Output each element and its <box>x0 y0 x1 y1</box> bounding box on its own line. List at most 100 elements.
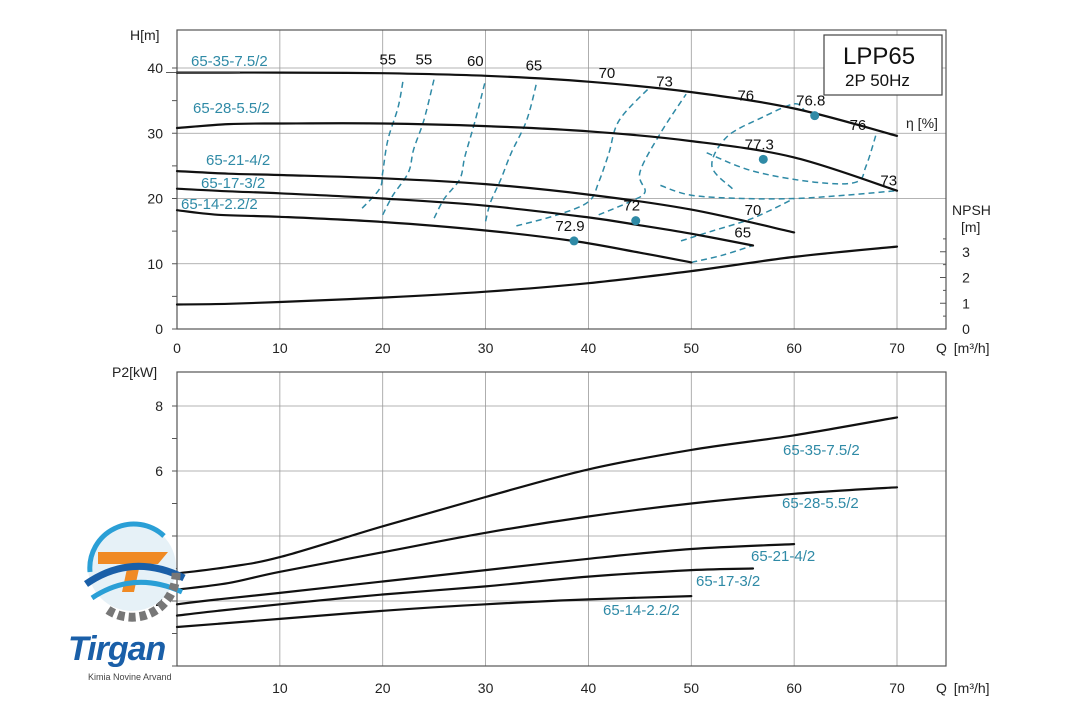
npsh-curve-line <box>175 245 899 306</box>
best-efficiency-label: 77.3 <box>745 136 774 153</box>
best-efficiency-label: 72 <box>623 198 640 215</box>
head-x-tick-label: 30 <box>478 340 494 356</box>
head-y-tick-label: 10 <box>147 256 163 272</box>
npsh-tick-label: 1 <box>962 295 970 311</box>
best-efficiency-point <box>631 216 641 226</box>
power-tick-labels: 102030405060702468 <box>155 398 905 696</box>
head-model-label: 65-14-2.2/2 <box>181 196 258 213</box>
efficiency-axis-label: η [%] <box>906 115 938 131</box>
head-x-tick-label: 70 <box>889 340 905 356</box>
best-efficiency-point <box>569 236 579 246</box>
iso-efficiency-curve <box>361 78 405 209</box>
power-y-tick-label: 6 <box>155 463 163 479</box>
power-x-tick-label: 70 <box>889 680 905 696</box>
npsh-axis-unit: [m] <box>961 219 980 235</box>
efficiency-contour-label: 76 <box>737 88 754 105</box>
power-x-tick-label: 60 <box>786 680 802 696</box>
head-grid <box>172 29 947 330</box>
efficiency-contour-label: 65 <box>526 58 543 75</box>
logo-name: Tirgan <box>68 630 166 668</box>
efficiency-contour-label: 70 <box>599 65 616 82</box>
power-x-tick-label: 40 <box>581 680 597 696</box>
iso-efficiency-curve <box>706 133 878 185</box>
head-x-tick-label: 10 <box>272 340 288 356</box>
power-grid <box>172 371 947 667</box>
head-y-tick-label: 20 <box>147 191 163 207</box>
efficiency-contour-label: 70 <box>745 202 762 219</box>
iso-efficiency-curves <box>361 78 898 264</box>
head-curve <box>175 170 796 234</box>
head-tick-labels: 0 10 20 30 40 50 60 70 0 10 20 30 40 0 1 2 3 <box>147 60 970 356</box>
power-curve <box>175 416 899 575</box>
power-model-label: 65-14-2.2/2 <box>603 602 680 619</box>
power-curve <box>175 486 899 591</box>
iso-efficiency-curve <box>484 80 538 222</box>
iso-efficiency-curve <box>680 197 795 242</box>
iso-efficiency-curve <box>660 184 898 200</box>
npsh-axis-label: NPSH <box>952 202 991 218</box>
best-efficiency-label: 76.8 <box>796 93 825 110</box>
power-y-tick-label: 8 <box>155 398 163 414</box>
iso-efficiency-curve <box>516 86 651 227</box>
power-curve <box>175 543 796 606</box>
power-model-labels: 65-35-7.5/2 65-28-5.5/2 65-21-4/2 65-17-3/2… <box>603 442 860 619</box>
power-x-tick-label: 10 <box>272 680 288 696</box>
efficiency-contour-label: 65 <box>734 225 751 242</box>
head-x-tick-label: 40 <box>581 340 597 356</box>
head-x-axis-label: Q [m³/h] <box>936 340 990 356</box>
power-model-label: 65-17-3/2 <box>696 573 760 590</box>
npsh-tick-label: 0 <box>962 321 970 337</box>
efficiency-contour-label: 76 <box>850 117 867 134</box>
power-axis-label: P2[kW] <box>112 364 157 380</box>
head-model-label: 65-28-5.5/2 <box>193 100 270 117</box>
head-y-tick-label: 40 <box>147 60 163 76</box>
chart-subtitle: 2P 50Hz <box>845 71 910 90</box>
head-curve <box>175 209 693 264</box>
npsh-tick-label: 2 <box>962 270 970 286</box>
power-chart-panel: 65-35-7.5/2 65-28-5.5/2 65-21-4/2 65-17-3/2… <box>112 364 990 696</box>
company-logo: Tirgan Kimia Novine Arvand <box>68 512 198 687</box>
best-efficiency-label: 72.9 <box>555 218 584 235</box>
chart-title-box: LPP65 2P 50Hz <box>823 34 943 96</box>
head-model-label: 65-21-4/2 <box>206 152 270 169</box>
iso-efficiency-curve <box>711 103 805 190</box>
power-curve <box>175 595 693 629</box>
efficiency-contour-label: 55 <box>380 52 397 69</box>
best-efficiency-point <box>810 111 820 121</box>
npsh-curve <box>175 245 899 306</box>
power-model-label: 65-35-7.5/2 <box>783 442 860 459</box>
iso-efficiency-curve <box>382 78 435 216</box>
power-x-tick-label: 50 <box>683 680 699 696</box>
power-plot-frame <box>176 371 947 667</box>
head-y-tick-label: 30 <box>147 125 163 141</box>
best-efficiency-point <box>758 154 768 164</box>
npsh-tick-label: 3 <box>962 244 970 260</box>
head-x-tick-label: 0 <box>173 340 181 356</box>
power-curve <box>175 567 755 617</box>
power-x-axis-label: Q [m³/h] <box>936 680 990 696</box>
iso-efficiency-curve <box>598 93 687 216</box>
head-axis-label: H[m] <box>130 27 160 43</box>
head-model-label: 65-17-3/2 <box>201 175 265 192</box>
head-x-tick-label: 20 <box>375 340 391 356</box>
head-curve <box>175 187 755 247</box>
best-efficiency-points: 76.8 77.3 72 72.9 <box>555 93 825 246</box>
efficiency-contour-label: 60 <box>467 53 484 70</box>
power-x-tick-label: 30 <box>478 680 494 696</box>
power-curves <box>175 416 899 629</box>
head-x-tick-label: 60 <box>786 340 802 356</box>
head-model-labels: 65-35-7.5/2 65-28-5.5/2 65-21-4/2 65-17-3/2… <box>166 53 270 213</box>
iso-efficiency-curve <box>691 244 754 264</box>
head-model-label: 65-35-7.5/2 <box>191 53 268 70</box>
power-model-label: 65-28-5.5/2 <box>782 495 859 512</box>
power-x-tick-label: 20 <box>375 680 391 696</box>
chart-title: LPP65 <box>843 43 915 70</box>
head-y-tick-label: 0 <box>155 321 163 337</box>
logo-tagline: Kimia Novine Arvand <box>88 672 172 682</box>
gear-wave-logo-icon <box>84 521 186 622</box>
efficiency-labels: 55 55 60 65 70 73 76 76 73 70 65 <box>380 52 898 242</box>
head-chart-panel: 76.8 77.3 72 72.9 55 55 60 65 70 73 76 76 73 70 65 65… <box>130 27 991 356</box>
iso-efficiency-curve <box>433 79 487 219</box>
efficiency-contour-label: 55 <box>416 52 433 69</box>
